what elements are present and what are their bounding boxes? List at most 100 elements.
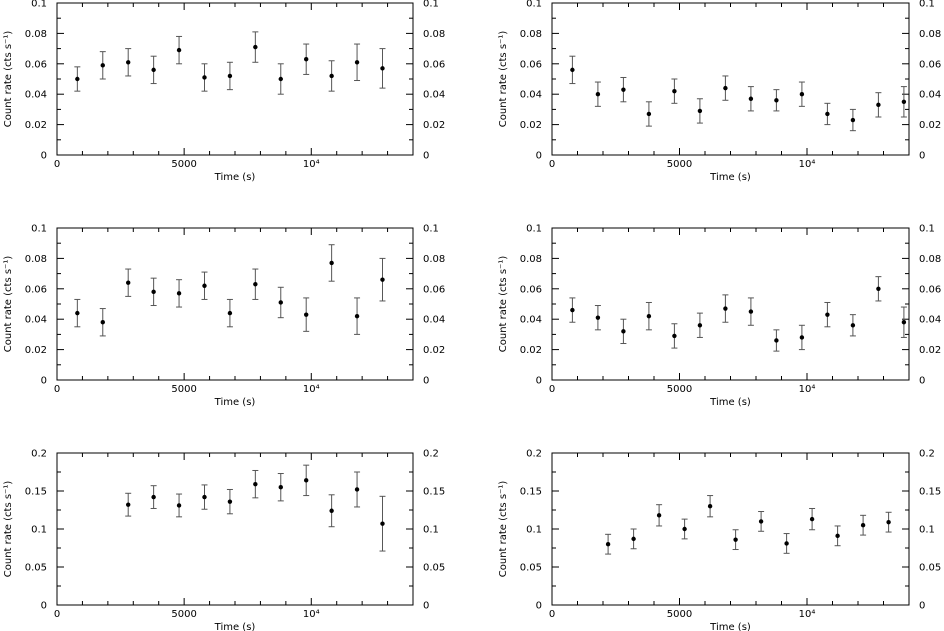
x-axis-title: Time (s)	[214, 622, 256, 631]
data-point	[278, 300, 283, 305]
y-tick-label-right: 0.02	[423, 120, 445, 131]
data-point	[799, 92, 805, 97]
data-point	[850, 323, 856, 328]
data-point	[723, 306, 728, 311]
x-tick-label: 5000	[171, 609, 196, 620]
data-point	[570, 67, 575, 73]
data-point	[672, 88, 677, 94]
y-tick-label: 0.02	[520, 345, 542, 356]
y-tick-label: 0.04	[25, 315, 47, 326]
plot-frame	[551, 452, 910, 606]
y-tick-label: 0.15	[520, 487, 542, 498]
data-point	[876, 286, 881, 291]
y-tick-label-right: 0.15	[919, 487, 941, 498]
data-point	[656, 513, 662, 518]
data-point	[253, 282, 258, 287]
y-tick-label-right: 0.04	[423, 90, 445, 101]
data-point	[227, 73, 233, 79]
y-tick-label-right: 0.02	[423, 345, 445, 356]
y-tick-label: 0.08	[520, 29, 542, 40]
data-point	[901, 99, 907, 105]
y-tick-label-right: 0.1	[423, 525, 439, 536]
y-axis-title: Count rate (cts s⁻¹)	[3, 256, 14, 353]
plot-frame	[56, 2, 414, 156]
data-point	[329, 260, 334, 266]
y-tick-label-right: 0.1	[423, 0, 439, 10]
plot-frame	[56, 227, 414, 381]
data-point	[697, 108, 703, 114]
data-point	[723, 85, 728, 91]
data-point	[886, 519, 891, 525]
y-tick-label: 0	[41, 151, 47, 162]
data-point	[100, 320, 105, 325]
y-tick-label-right: 0.08	[423, 254, 445, 265]
data-point	[646, 313, 652, 319]
data-point	[126, 60, 131, 65]
y-tick-label: 0	[536, 601, 542, 612]
data-point	[151, 289, 156, 295]
data-point	[329, 508, 334, 513]
y-axis-title: Count rate (cts s⁻¹)	[3, 481, 14, 578]
x-tick-label: 10⁴	[799, 609, 816, 620]
data-point	[825, 312, 830, 317]
y-tick-label-right: 0.02	[919, 345, 941, 356]
data-point	[595, 315, 601, 320]
x-axis-title: Time (s)	[214, 172, 256, 183]
y-tick-label: 0.02	[520, 120, 542, 131]
y-tick-label-right: 0.04	[423, 315, 445, 326]
data-point	[75, 76, 80, 82]
data-point	[100, 63, 105, 68]
data-point	[176, 291, 182, 296]
y-tick-label-right: 0.2	[423, 449, 439, 460]
y-tick-label-right: 0.06	[423, 59, 445, 70]
y-tick-label-right: 0.1	[919, 525, 935, 536]
y-tick-label-right: 0.02	[919, 120, 941, 131]
y-tick-label-right: 0.04	[919, 315, 941, 326]
y-tick-label: 0	[41, 601, 47, 612]
y-tick-label-right: 0.1	[919, 224, 935, 235]
y-tick-label: 0.1	[526, 0, 542, 10]
y-tick-label: 0	[41, 376, 47, 387]
x-tick-label: 10⁴	[799, 384, 816, 395]
y-tick-label: 0.06	[520, 59, 542, 70]
data-point	[176, 503, 182, 508]
y-tick-label: 0.02	[25, 345, 47, 356]
data-point	[860, 523, 866, 528]
data-point	[835, 533, 840, 539]
data-point	[799, 335, 805, 340]
data-point	[253, 44, 258, 50]
data-point	[380, 521, 385, 526]
data-point	[605, 542, 611, 547]
y-tick-label: 0.2	[526, 449, 542, 460]
y-tick-label: 0.04	[25, 90, 47, 101]
y-tick-label-right: 0	[919, 601, 925, 612]
x-tick-label: 10⁴	[799, 159, 816, 170]
data-point	[876, 102, 881, 108]
y-tick-label: 0.08	[25, 29, 47, 40]
data-point	[176, 47, 182, 53]
y-axis-title: Count rate (cts s⁻¹)	[3, 31, 14, 128]
y-tick-label-right: 0.05	[919, 563, 941, 574]
y-tick-label-right: 0.06	[919, 284, 941, 295]
data-point	[809, 516, 815, 522]
data-point	[329, 73, 334, 79]
x-axis-title: Time (s)	[709, 172, 751, 183]
data-point	[901, 320, 907, 325]
data-point	[151, 67, 156, 73]
y-tick-label: 0.04	[520, 90, 542, 101]
x-tick-label: 5000	[667, 609, 692, 620]
y-tick-label: 0	[536, 376, 542, 387]
y-tick-label: 0.06	[25, 284, 47, 295]
data-point	[707, 504, 713, 509]
y-tick-label-right: 0	[423, 601, 429, 612]
y-tick-label: 0.15	[25, 487, 47, 498]
data-point	[621, 87, 626, 92]
plot-frame	[551, 227, 910, 381]
y-tick-label: 0.05	[25, 563, 47, 574]
data-point	[75, 310, 80, 316]
data-point	[354, 487, 360, 492]
x-axis-title: Time (s)	[214, 397, 256, 408]
